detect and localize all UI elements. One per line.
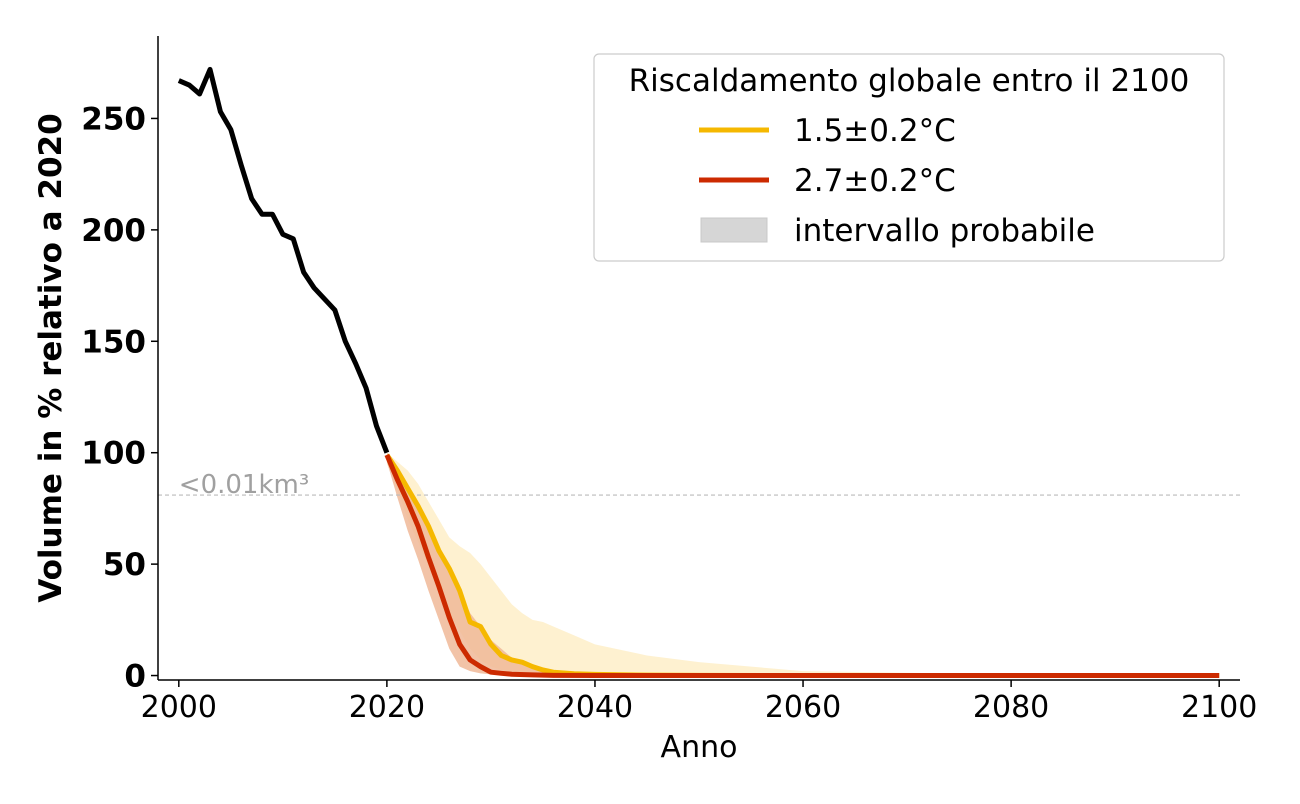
legend-items: 1.5±0.2°C 2.7±0.2°C intervallo probabile [699,113,1095,249]
legend-box [593,53,1225,262]
y-tick-label: 200 [81,213,146,249]
x-tick-label: 2000 [141,690,217,725]
uncertainty-bands [386,452,1220,676]
series-lines [177,66,1220,679]
y-tick-label: 250 [81,101,146,137]
legend-label-2: intervallo probabile [794,213,1095,249]
x-tick-label: 2060 [765,690,841,725]
x-tick-label: 2100 [1181,690,1257,725]
x-tick-label: 2020 [349,690,425,725]
legend: Riscaldamento globale entro il 2100 1.5±… [593,53,1225,262]
y-tick-label: 0 [124,659,146,695]
x-axis-label: Anno [661,730,738,765]
legend-label-0: 1.5±0.2°C [794,113,956,149]
reference-line-label: <0.01km³ [179,470,309,500]
legend-label-1: 2.7±0.2°C [794,163,956,199]
reference-line-group: <0.01km³ [158,470,1240,500]
y-axis-label: Volume in % relativo a 2020 [33,113,69,602]
series-line-2.7±0.2°C [384,453,1220,679]
axes [151,36,1240,687]
y-tick-label: 50 [103,547,146,583]
band-2.7±0.2°C [386,452,1220,676]
tick-labels: 2000 2020 2040 2060 2080 2100 0 50 100 150 200 250 [81,101,1257,725]
legend-title: Riscaldamento globale entro il 2100 [629,63,1190,99]
legend-swatch-2 [700,217,768,243]
x-tick-label: 2040 [557,690,633,725]
x-tick-label: 2080 [973,690,1049,725]
series-line-observed [177,66,390,454]
y-tick-label: 100 [81,436,146,472]
y-tick-label: 150 [81,324,146,360]
band-1.5±0.2°C [386,452,1220,676]
